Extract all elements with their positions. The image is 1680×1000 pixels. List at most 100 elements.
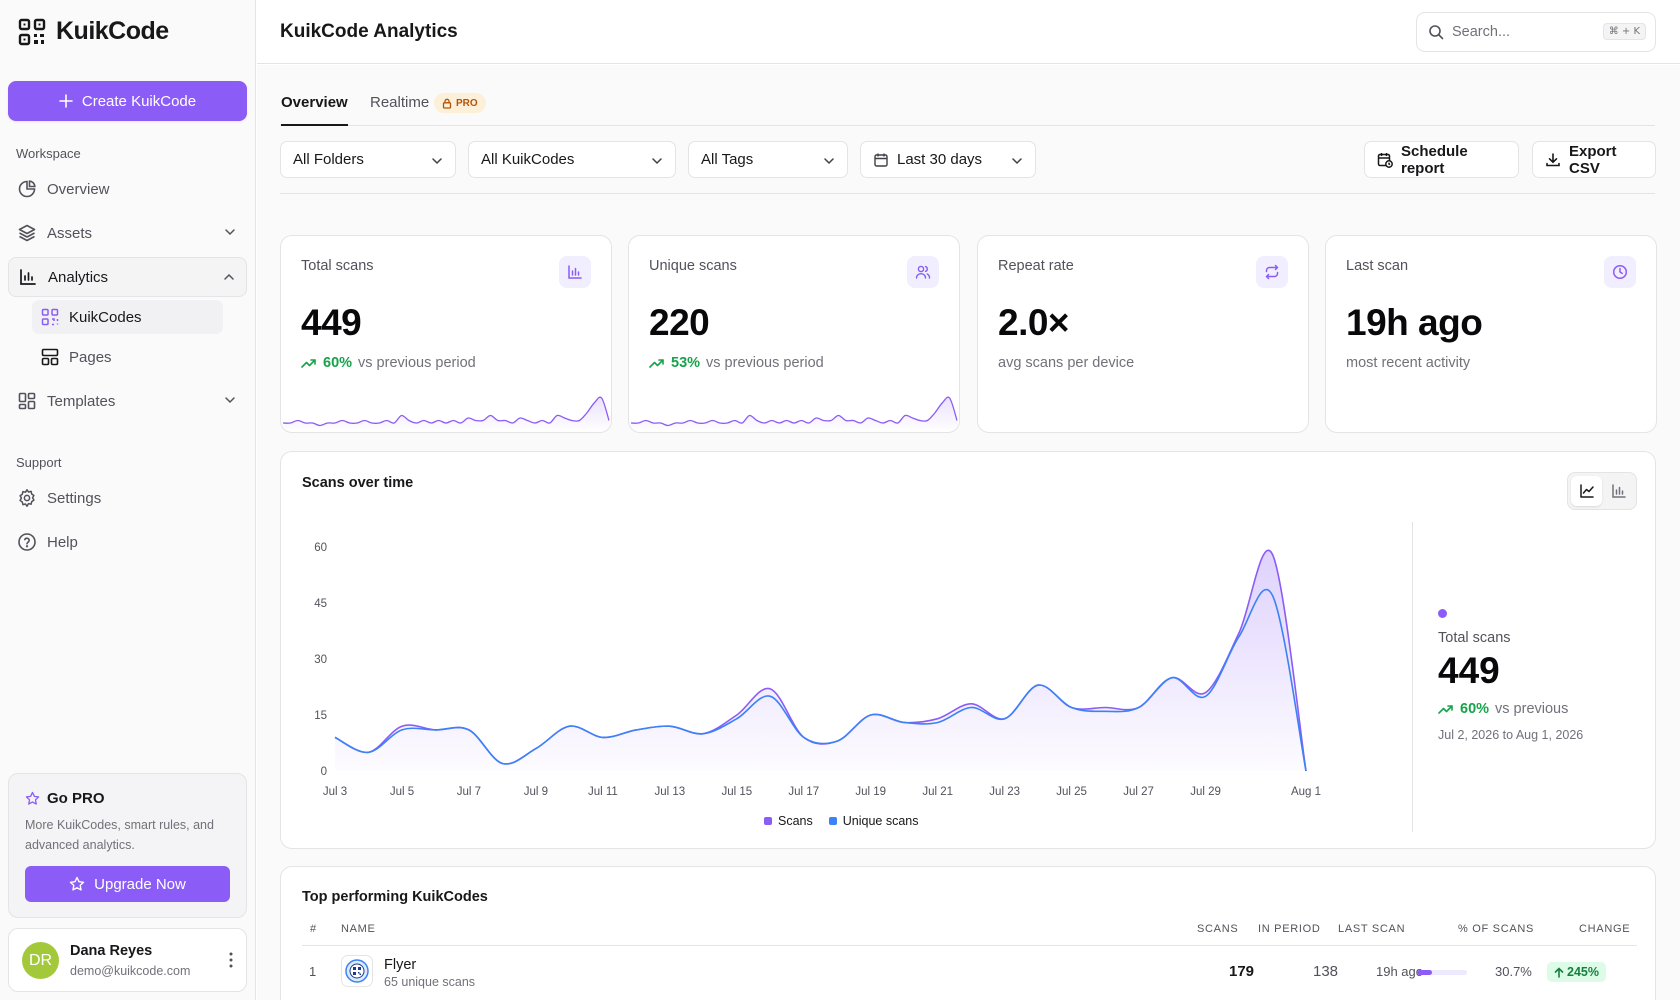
sidebar-item-pages[interactable]: Pages (32, 340, 223, 374)
layers-icon (17, 223, 37, 243)
search-shortcut: ⌘ + K (1602, 23, 1646, 40)
calendar-icon (873, 152, 889, 168)
stat-change: 53% vs previous period (649, 355, 824, 371)
x-tick-label: Jul 17 (788, 786, 819, 798)
view-tabs: Overview Realtime PRO (280, 88, 1655, 126)
folders-filter-select[interactable]: All Folders (280, 141, 456, 178)
support-section-label: Support (16, 455, 62, 470)
column-header-percent-of-scans: % OF SCANS (1458, 923, 1535, 935)
legend-swatch-unique (828, 817, 837, 825)
y-tick-label: 30 (314, 654, 327, 666)
share-bar (1417, 970, 1467, 975)
stat-subtext: avg scans per device (998, 355, 1135, 371)
stat-label: Total scans (301, 258, 374, 274)
table-header-divider (302, 945, 1637, 946)
line-chart-toggle[interactable] (1571, 476, 1602, 506)
sidebar-item-assets-label: Assets (47, 224, 93, 242)
x-tick-label: Jul 25 (1056, 786, 1087, 798)
sidebar-item-settings[interactable]: Settings (8, 478, 247, 518)
go-pro-description: More KuikCodes, smart rules, and advance… (25, 818, 214, 852)
user-name: Dana Reyes (70, 943, 153, 959)
repeat-icon (1256, 256, 1288, 288)
table-row[interactable]: 1 Flyer 65 unique scans 179 138 19h ago … (302, 946, 1637, 999)
legend-swatch-scans (764, 817, 772, 825)
schedule-report-label: Schedule report (1401, 142, 1468, 177)
sidebar-item-overview[interactable]: Overview (8, 169, 247, 209)
user-profile-card[interactable]: DR Dana Reyes demo@kuikcode.com (8, 928, 247, 992)
row-change-value: 245% (1567, 965, 1599, 979)
gear-icon (17, 488, 37, 508)
star-icon (69, 876, 85, 892)
bar-chart-icon (559, 256, 591, 288)
stat-value: 220 (649, 302, 710, 343)
series-dot (1438, 609, 1447, 618)
sidebar-item-help[interactable]: Help (8, 522, 247, 562)
sidebar-item-analytics-label: Analytics (48, 268, 109, 286)
sidebar-item-templates[interactable]: Templates (8, 381, 247, 421)
scans-over-time-card: Scans over time 0 15 30 45 60 Jul 3 Jul 5 Jul 7… (280, 451, 1656, 849)
x-tick-label: Jul 11 (588, 786, 618, 798)
chevron-down-icon (651, 155, 663, 167)
tags-filter-value: All Tags (701, 151, 754, 168)
brand-name: KuikCode (56, 17, 169, 45)
tags-filter-select[interactable]: All Tags (688, 141, 848, 178)
layout-icon (41, 348, 59, 366)
schedule-report-button[interactable]: Schedule report (1364, 141, 1519, 178)
sidebar: KuikCode Create KuikCode Workspace Overv… (0, 0, 256, 1000)
y-tick-label: 0 (321, 766, 327, 778)
upgrade-now-button[interactable]: Upgrade Now (25, 866, 230, 902)
row-change-badge: 245% (1547, 962, 1606, 982)
stat-change-percent: 60% (323, 355, 353, 371)
sidebar-item-overview-label: Overview (47, 180, 110, 198)
tab-overview[interactable]: Overview (281, 94, 348, 126)
qr-thumbnail-icon (341, 955, 373, 987)
trending-up-icon (1438, 703, 1454, 715)
tab-realtime[interactable]: Realtime (370, 94, 429, 126)
help-circle-icon (17, 532, 37, 552)
qr-code-icon (41, 308, 59, 326)
legend-label-unique-scans: Unique scans (842, 814, 919, 828)
stat-label: Last scan (1346, 258, 1409, 274)
brand-logo[interactable]: KuikCode (18, 17, 169, 46)
line-chart-icon (1579, 483, 1595, 499)
pie-chart-icon (17, 179, 37, 199)
sidebar-item-assets[interactable]: Assets (8, 213, 247, 253)
stat-change-percent: 53% (671, 355, 701, 371)
y-tick-label: 60 (314, 542, 327, 554)
stat-card-repeat-rate: Repeat rate 2.0× avg scans per device (977, 235, 1309, 433)
create-kuikcode-button[interactable]: Create KuikCode (8, 81, 247, 121)
chart-summary-divider (1412, 522, 1413, 832)
more-vertical-icon[interactable] (228, 951, 234, 969)
sidebar-item-kuikcodes[interactable]: KuikCodes (32, 300, 223, 334)
date-range-select[interactable]: Last 30 days (860, 141, 1036, 178)
scans-line-chart: 0 15 30 45 60 Jul 3 Jul 5 Jul 7 Jul 9 Jul 11 Jul 1… (314, 542, 1321, 798)
legend-item-scans: Scans (764, 814, 813, 828)
sidebar-item-templates-label: Templates (47, 392, 116, 410)
bar-chart-toggle[interactable] (1603, 476, 1634, 506)
chevron-down-icon (431, 155, 443, 167)
user-email: demo@kuikcode.com (70, 964, 191, 978)
top-bar: KuikCode Analytics Search... ⌘ + K (257, 0, 1680, 64)
column-header-last-scan: LAST SCAN (1338, 923, 1406, 935)
row-rank: 1 (309, 964, 317, 979)
sparkline-total-scans (282, 396, 610, 432)
column-header-scans: SCANS (1197, 923, 1239, 935)
trending-up-icon (649, 357, 665, 369)
sparkline-area (631, 397, 957, 432)
legend-item-unique-scans: Unique scans (828, 814, 919, 828)
column-header-change: CHANGE (1579, 923, 1631, 935)
create-kuikcode-label: Create KuikCode (81, 92, 197, 110)
table-title: Top performing KuikCodes (302, 889, 488, 905)
search-input[interactable]: Search... ⌘ + K (1416, 12, 1656, 52)
export-csv-button[interactable]: Export CSV (1532, 141, 1656, 178)
kuikcodes-filter-select[interactable]: All KuikCodes (468, 141, 676, 178)
stat-label: Unique scans (649, 258, 737, 274)
x-tick-label: Jul 15 (721, 786, 752, 798)
chart-title: Scans over time (302, 475, 414, 491)
stat-value: 449 (301, 302, 362, 343)
avatar: DR (22, 942, 59, 979)
chevron-down-icon (823, 155, 835, 167)
sparkline-line (282, 396, 610, 427)
x-tick-label: Jul 9 (524, 786, 548, 798)
sidebar-item-analytics[interactable]: Analytics (8, 257, 247, 297)
